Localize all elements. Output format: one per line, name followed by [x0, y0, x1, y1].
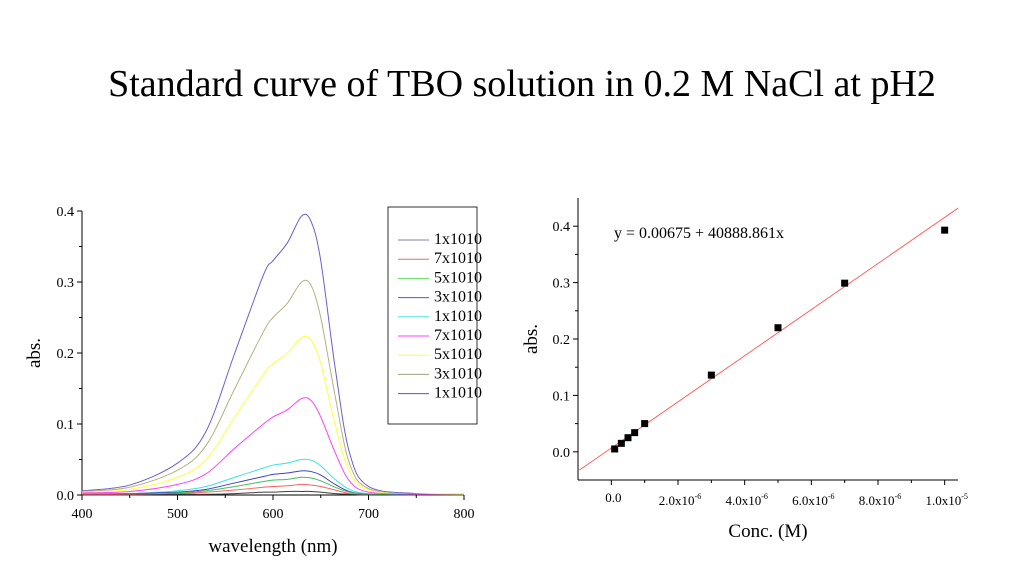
spectra-x-tick-label: 600 [263, 507, 284, 522]
spectrum-line-9 [81, 490, 464, 496]
spectrum-line-6 [81, 470, 465, 496]
calibration-y-tick-label: 0.4 [553, 220, 571, 235]
data-point [641, 420, 649, 428]
[object SVGGElement]: 3x1010 [434, 365, 482, 382]
[object SVGGElement]: 1x1010 [434, 385, 482, 402]
calibration-y-tick-label: 0.2 [553, 333, 571, 348]
calibration-x-tick-label: 6.0x10-6 [792, 492, 834, 508]
calibration-plot: 0.0 2.0x10-6 4.0x10-6 6.0x10-6 8.0x10-6 1.0x1… [521, 198, 968, 542]
calibration-x-tick-label: 1.0x10-5 [925, 492, 967, 508]
[object SVGGElement]: 1x1010 [434, 231, 482, 248]
spectrum-line-1 [81, 213, 465, 495]
[object SVGGElement]: 5x1010 [434, 269, 482, 286]
calibration-x-tick-label: 2.0x10-6 [659, 492, 701, 508]
spectrum-line-3 [81, 335, 465, 496]
[object SVGGElement]: 3x1010 [434, 289, 482, 306]
[object SVGGElement]: 5x1010 [434, 346, 482, 363]
spectra-x-tick-label: 700 [358, 507, 379, 522]
data-point [624, 434, 632, 442]
fit-equation: y = 0.00675 + 40888.861x [614, 225, 784, 242]
spectra-y-axis-label: abs. [24, 338, 45, 368]
calibration-y-tick-label: 0.0 [553, 446, 571, 461]
[object SVGGElement]: 7x1010 [434, 250, 482, 267]
slide-title: Standard curve of TBO solution in 0.2 M … [108, 63, 936, 105]
calibration-y-axis-label: abs. [521, 324, 542, 354]
data-point [941, 226, 949, 234]
spectra-x-tick-label: 400 [72, 507, 93, 522]
data-point [774, 324, 782, 332]
spectra-x-tick-label: 800 [454, 507, 475, 522]
spectrum-line-5 [81, 458, 465, 496]
calibration-x-tick-label: 4.0x10-6 [725, 492, 767, 508]
data-point [841, 279, 849, 287]
spectra-y-tick-label: 0.1 [57, 418, 75, 433]
spectra-y-tick-label: 0.0 [57, 489, 75, 504]
spectra-plot: 400 500 600 700 800 0.0 0.1 0.2 0.3 0.4 wavelength… [24, 205, 478, 557]
calibration-y-tick-label: 0.1 [553, 389, 571, 404]
data-point [631, 429, 639, 437]
spectra-legend [387, 206, 478, 425]
spectra-y-tick-label: 0.3 [57, 276, 75, 291]
calibration-x-tick-label: 8.0x10-6 [859, 492, 901, 508]
data-point [617, 439, 625, 447]
legend-box [387, 206, 478, 425]
spectra-y-tick-label: 0.2 [57, 347, 75, 362]
data-point [707, 371, 715, 379]
calibration-x-axis-label: Conc. (M) [728, 521, 807, 542]
spectra-x-tick-label: 500 [167, 507, 188, 522]
spectrum-line-4 [81, 397, 465, 496]
spectra-x-axis-label: wavelength (nm) [208, 536, 337, 557]
data-point [611, 445, 619, 453]
[object SVGGElement]: 1x1010 [434, 308, 482, 325]
spectrum-line-2 [81, 279, 465, 496]
calibration-y-tick-label: 0.3 [553, 277, 571, 292]
calibration-x-tick-label: 0.0 [605, 490, 621, 505]
spectrum-line-7 [81, 476, 465, 496]
spectra-y-tick-label: 0.4 [57, 205, 75, 220]
[object SVGGElement]: 7x1010 [434, 327, 482, 344]
